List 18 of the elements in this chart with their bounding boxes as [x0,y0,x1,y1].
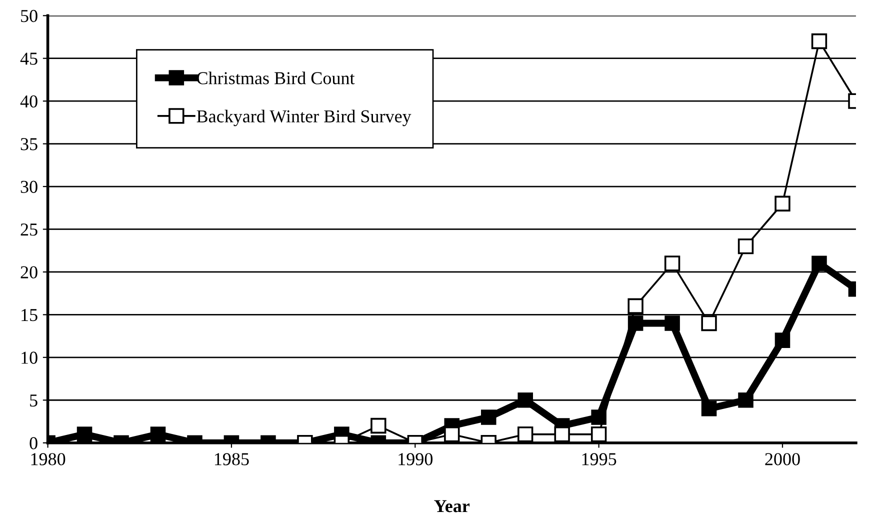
x-tick-label: 2000 [765,453,800,466]
x-axis-title: Year [434,500,470,512]
x-tick-label: 1985 [215,453,249,466]
y-tick-label: 45 [20,52,38,65]
legend-label: Backyard Winter Bird Survey [196,110,412,126]
y-tick-label: 40 [20,95,38,108]
y-tick-label: 35 [20,138,38,150]
y-tick-label: 10 [22,352,38,364]
x-tick-label: 1995 [582,453,616,466]
y-tick-label: 25 [20,224,38,236]
x-tick-label: 1990 [398,453,433,466]
x-tick-label: 1980 [31,453,66,466]
y-tick-label: 5 [30,394,38,407]
y-tick-label: 15 [22,309,38,322]
y-tick-label: 0 [30,437,38,450]
y-tick-label: 30 [20,180,38,193]
y-tick-label: 50 [21,10,38,22]
y-tick-label: 20 [20,266,38,278]
